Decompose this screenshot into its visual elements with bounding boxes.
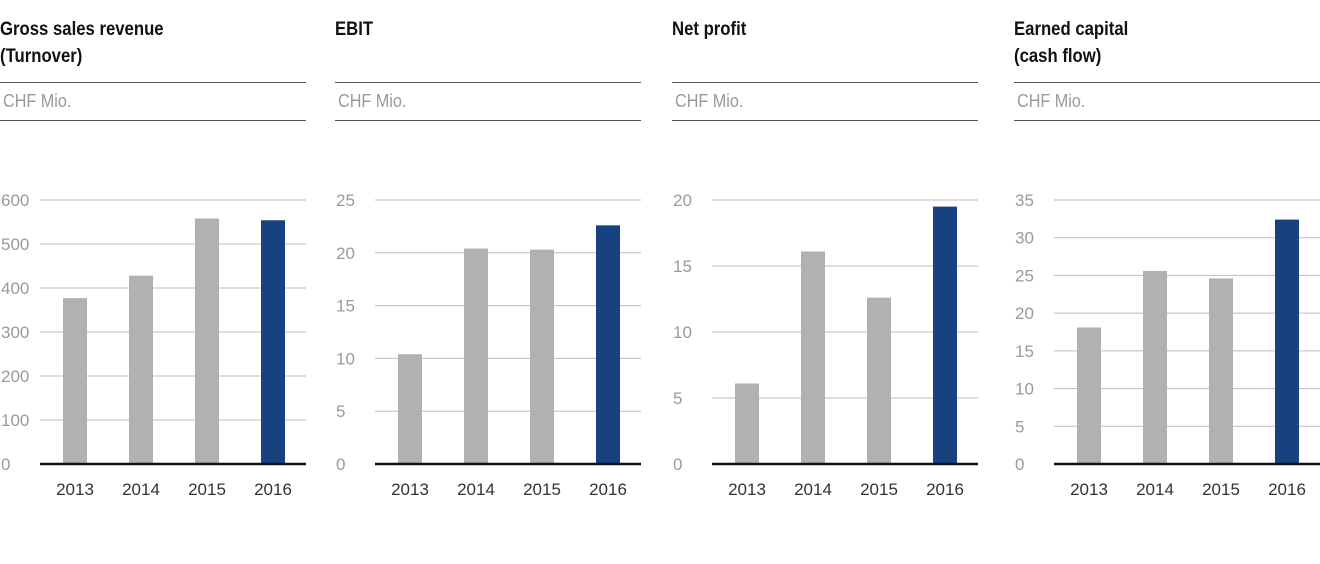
chart-title: Gross sales revenue (Turnover) bbox=[0, 16, 282, 70]
bar bbox=[63, 298, 87, 464]
unit-rule bbox=[1014, 120, 1320, 121]
bar bbox=[530, 249, 554, 464]
x-tick-label: 2014 bbox=[457, 480, 495, 499]
y-tick-label: 10 bbox=[673, 323, 692, 342]
bar bbox=[735, 383, 759, 464]
bar bbox=[867, 297, 891, 464]
unit-rule bbox=[335, 120, 641, 121]
chart-title-line: (cash flow) bbox=[1014, 46, 1102, 67]
bar bbox=[801, 251, 825, 464]
unit-rule bbox=[672, 120, 978, 121]
chart-title-line: (Turnover) bbox=[0, 46, 83, 67]
bar-chart: 0 5 10 15 20 25 30 35 2013 2014 2015 2016 bbox=[1015, 191, 1320, 499]
y-tick-label: 300 bbox=[1, 323, 29, 342]
y-tick-label: 25 bbox=[1015, 266, 1034, 285]
y-tick-label: 20 bbox=[673, 191, 692, 210]
bar bbox=[1143, 270, 1167, 464]
chart-panel: Net profit CHF Mio. 0 5 10 15 20 2013 2014 2015 20… bbox=[672, 0, 978, 564]
x-tick-label: 2016 bbox=[926, 480, 964, 499]
y-tick-label: 10 bbox=[336, 349, 355, 368]
x-tick-label: 2013 bbox=[56, 480, 94, 499]
unit-rule bbox=[0, 120, 306, 121]
y-tick-label: 15 bbox=[1015, 342, 1034, 361]
y-tick-label: 400 bbox=[1, 279, 29, 298]
bar bbox=[1275, 219, 1299, 464]
header-rule bbox=[335, 82, 641, 83]
chart-title: EBIT bbox=[335, 16, 617, 43]
chart-panel: Gross sales revenue (Turnover) CHF Mio. 0 10… bbox=[0, 0, 306, 564]
bar-chart: 0 5 10 15 20 25 2013 2014 2015 2016 bbox=[336, 191, 641, 499]
bar bbox=[1209, 278, 1233, 464]
bar bbox=[129, 275, 153, 464]
y-tick-label: 0 bbox=[336, 455, 345, 474]
x-tick-label: 2013 bbox=[391, 480, 429, 499]
y-tick-label: 10 bbox=[1015, 380, 1034, 399]
header-rule bbox=[0, 82, 306, 83]
x-tick-label: 2014 bbox=[794, 480, 832, 499]
y-tick-label: 600 bbox=[1, 191, 29, 210]
chart-title-line: EBIT bbox=[335, 19, 374, 40]
y-tick-label: 5 bbox=[673, 389, 682, 408]
bar bbox=[261, 220, 285, 464]
chart-title: Earned capital (cash flow) bbox=[1014, 16, 1296, 70]
x-tick-label: 2015 bbox=[860, 480, 898, 499]
header-rule bbox=[672, 82, 978, 83]
chart-panel: Earned capital (cash flow) CHF Mio. 0 5 10 15 2… bbox=[1014, 0, 1320, 564]
y-tick-label: 0 bbox=[1015, 455, 1024, 474]
y-tick-label: 20 bbox=[336, 244, 355, 263]
unit-label: CHF Mio. bbox=[3, 91, 72, 111]
x-tick-label: 2013 bbox=[1070, 480, 1108, 499]
chart-panel: EBIT CHF Mio. 0 5 10 15 20 25 2013 2014 2015 2016 bbox=[335, 0, 641, 564]
unit-label: CHF Mio. bbox=[338, 91, 407, 111]
x-tick-label: 2016 bbox=[254, 480, 292, 499]
bar bbox=[195, 218, 219, 464]
unit-label: CHF Mio. bbox=[675, 91, 744, 111]
x-tick-label: 2015 bbox=[188, 480, 226, 499]
y-tick-label: 15 bbox=[673, 257, 692, 276]
x-tick-label: 2015 bbox=[1202, 480, 1240, 499]
bar bbox=[1077, 327, 1101, 464]
x-tick-label: 2016 bbox=[1268, 480, 1306, 499]
y-tick-label: 30 bbox=[1015, 229, 1034, 248]
y-tick-label: 100 bbox=[1, 411, 29, 430]
chart-title: Net profit bbox=[672, 16, 954, 43]
y-tick-label: 0 bbox=[673, 455, 682, 474]
chart-title-line: Gross sales revenue bbox=[0, 19, 164, 40]
unit-label: CHF Mio. bbox=[1017, 91, 1086, 111]
chart-title-line: Net profit bbox=[672, 19, 747, 40]
y-tick-label: 25 bbox=[336, 191, 355, 210]
bar bbox=[933, 206, 957, 464]
x-tick-label: 2013 bbox=[728, 480, 766, 499]
bar bbox=[398, 354, 422, 464]
y-tick-label: 0 bbox=[1, 455, 10, 474]
y-tick-label: 35 bbox=[1015, 191, 1034, 210]
x-tick-label: 2016 bbox=[589, 480, 627, 499]
bar bbox=[596, 225, 620, 464]
y-tick-label: 20 bbox=[1015, 304, 1034, 323]
y-tick-label: 500 bbox=[1, 235, 29, 254]
y-tick-label: 5 bbox=[1015, 417, 1024, 436]
bar-chart: 0 5 10 15 20 2013 2014 2015 2016 bbox=[673, 191, 978, 499]
x-tick-label: 2014 bbox=[1136, 480, 1174, 499]
bar bbox=[464, 248, 488, 464]
x-tick-label: 2015 bbox=[523, 480, 561, 499]
y-tick-label: 5 bbox=[336, 402, 345, 421]
bar-chart: 0 100 200 300 400 500 600 2013 2014 2015 2016 bbox=[1, 191, 306, 499]
y-tick-label: 200 bbox=[1, 367, 29, 386]
chart-title-line: Earned capital bbox=[1014, 19, 1129, 40]
header-rule bbox=[1014, 82, 1320, 83]
x-tick-label: 2014 bbox=[122, 480, 160, 499]
y-tick-label: 15 bbox=[336, 297, 355, 316]
